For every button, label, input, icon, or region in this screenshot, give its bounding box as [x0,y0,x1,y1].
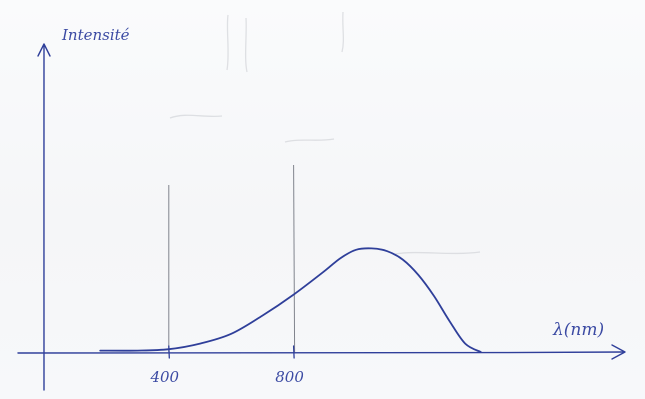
x-tick-800 [292,345,295,359]
spectrum-series [99,247,482,353]
vertical-guides [168,164,296,353]
x-axis-line [17,351,625,354]
y-axis-label: Intensité [61,26,130,44]
x-axis-arrowhead [611,344,626,360]
x-tick-400 [168,345,170,359]
axes [17,43,626,391]
x-tick-label-400: 400 [149,368,179,386]
guide-line-800 [293,164,296,353]
x-axis-label: λ(nm) [552,320,604,340]
spectrum-curve-0 [99,247,482,353]
x-ticks: 400 800 [149,345,304,386]
y-axis-arrowhead [37,43,51,57]
paper-bleed-through [169,11,481,255]
x-tick-label-800: 800 [275,368,304,386]
